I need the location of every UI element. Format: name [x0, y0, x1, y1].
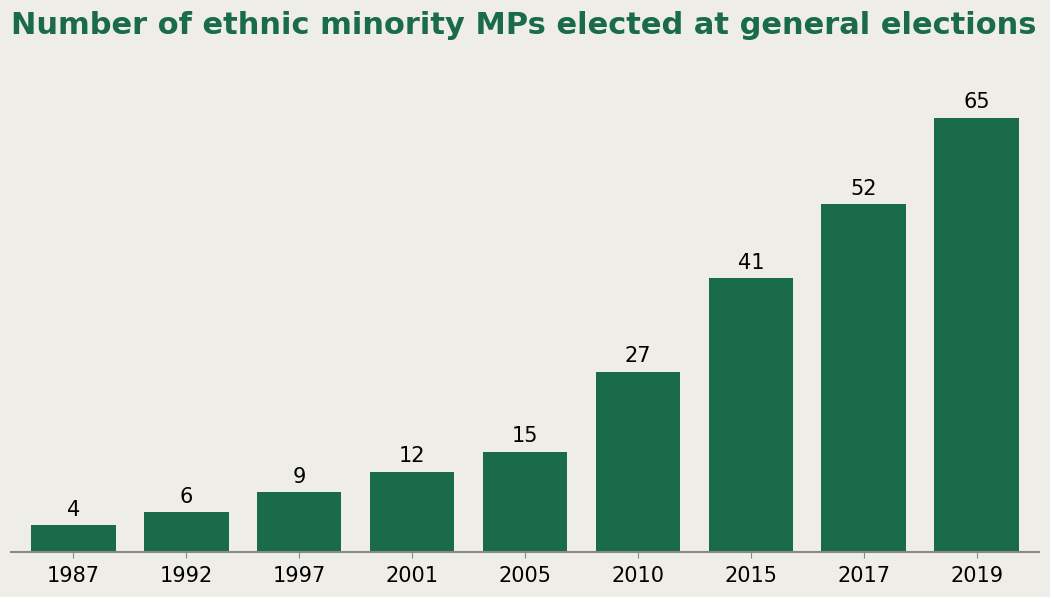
- Text: 6: 6: [180, 487, 193, 507]
- Text: 52: 52: [850, 179, 877, 199]
- Bar: [370, 472, 455, 552]
- Bar: [595, 371, 680, 552]
- Bar: [483, 452, 567, 552]
- Text: 15: 15: [511, 426, 539, 447]
- Text: 27: 27: [625, 346, 651, 366]
- Text: 12: 12: [399, 447, 425, 466]
- Bar: [144, 512, 229, 552]
- Bar: [257, 492, 341, 552]
- Bar: [821, 205, 906, 552]
- Bar: [30, 525, 116, 552]
- Text: 65: 65: [964, 93, 990, 112]
- Bar: [934, 118, 1020, 552]
- Text: 4: 4: [66, 500, 80, 520]
- Text: Number of ethnic minority MPs elected at general elections: Number of ethnic minority MPs elected at…: [12, 11, 1036, 40]
- Bar: [709, 278, 793, 552]
- Text: 41: 41: [738, 253, 764, 273]
- Text: 9: 9: [293, 466, 306, 487]
